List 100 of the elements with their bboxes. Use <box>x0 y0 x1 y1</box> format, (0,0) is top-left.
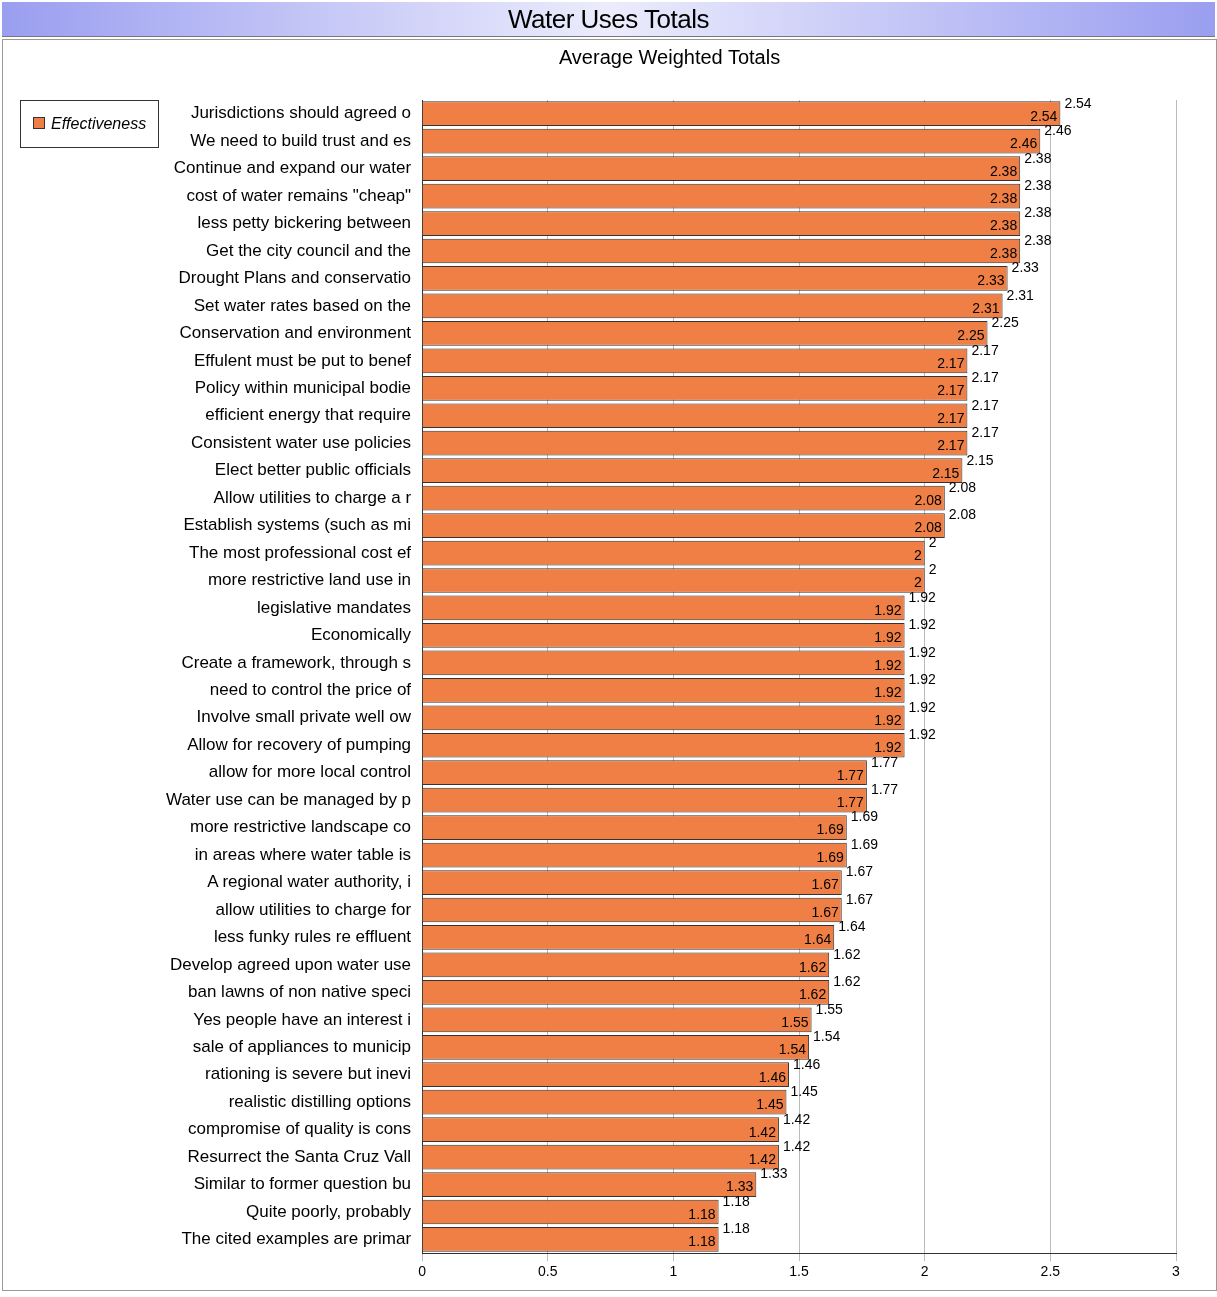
data-label: 1.92 <box>874 739 902 756</box>
y-tick-label: Get the city council and the <box>206 240 412 260</box>
y-tick-label: legislative mandates <box>257 597 412 617</box>
annotation: 1.62 <box>833 945 861 962</box>
annotation: 1.92 <box>908 698 937 715</box>
data-label: 2.08 <box>914 491 943 508</box>
data-label: 1.18 <box>688 1233 716 1250</box>
x-tick-label: 1.5 <box>789 1263 809 1280</box>
data-label: 1.42 <box>748 1150 777 1167</box>
y-tick-label: compromise of quality is cons <box>188 1119 412 1139</box>
y-tick-label: Elect better public officials <box>214 460 412 480</box>
data-label: 1.54 <box>778 1041 807 1058</box>
annotation: 1.33 <box>760 1165 788 1182</box>
annotation: 1.77 <box>870 753 899 770</box>
annotation: 1.55 <box>815 1000 844 1017</box>
y-tick-label: The cited examples are primar <box>181 1229 412 1249</box>
data-label: 1.77 <box>836 766 865 783</box>
annotation: 1.54 <box>813 1028 841 1045</box>
data-label: 2.15 <box>932 464 960 481</box>
y-tick-label: realistic distilling options <box>228 1091 412 1111</box>
annotation: 2.54 <box>1064 94 1092 111</box>
data-label: 2.54 <box>1030 107 1058 124</box>
annotation: 2.15 <box>966 451 994 468</box>
data-label: 1.55 <box>781 1013 809 1030</box>
y-tick-label: Yes people have an interest i <box>193 1009 412 1029</box>
y-tick-label: ban lawns of non native speci <box>188 982 412 1002</box>
annotation: 1.92 <box>908 671 937 688</box>
y-tick-label: Allow utilities to charge a r <box>213 487 412 507</box>
data-label: 1.92 <box>874 656 902 673</box>
data-label: 1.69 <box>816 848 844 865</box>
data-label: 2.17 <box>937 409 965 426</box>
y-tick-label: Economically <box>310 625 412 645</box>
y-tick-label: Water use can be managed by p <box>165 789 412 809</box>
data-label: 1.92 <box>874 601 902 618</box>
annotation: 1.45 <box>790 1083 818 1100</box>
y-tick-label: efficient energy that require <box>205 405 412 425</box>
y-tick-label: need to control the price of <box>209 680 412 700</box>
data-label: 1.67 <box>811 876 839 893</box>
annotation: 1.69 <box>850 835 879 852</box>
y-tick-label: Quite poorly, probably <box>246 1201 412 1221</box>
data-label: 1.77 <box>836 794 865 811</box>
annotation: 2.17 <box>971 369 999 386</box>
y-tick-label: Create a framework, through s <box>181 652 412 672</box>
x-tick-label: 2 <box>920 1263 929 1280</box>
data-label: 1.62 <box>798 958 827 975</box>
y-tick-label: Conservation and environment <box>179 323 412 343</box>
annotation: 2.08 <box>948 506 977 523</box>
annotation: 2.17 <box>971 341 999 358</box>
annotation: 2.08 <box>948 478 977 495</box>
annotation: 1.92 <box>908 616 937 633</box>
y-tick-label: Establish systems (such as mi <box>183 515 412 535</box>
y-tick-label: Involve small private well ow <box>196 707 412 727</box>
y-tick-label: allow utilities to charge for <box>215 899 412 919</box>
y-tick-label: more restrictive landscape co <box>189 817 412 837</box>
y-tick-label: Effulent must be put to benef <box>194 350 412 370</box>
y-tick-label: Continue and expand our water <box>173 158 412 178</box>
data-label: 1.69 <box>816 821 844 838</box>
data-label: 2.25 <box>957 327 985 344</box>
data-label: 1.45 <box>756 1096 784 1113</box>
x-tick-label: 3 <box>1172 1263 1181 1280</box>
annotation: 2.31 <box>1006 286 1035 303</box>
text: Effectiveness <box>51 115 147 132</box>
annotation: 1.18 <box>722 1192 751 1209</box>
y-tick-label: Similar to former question bu <box>193 1174 412 1194</box>
data-label: 2.17 <box>937 437 965 454</box>
y-tick-label: The most professional cost ef <box>189 542 412 562</box>
data-label: 2.38 <box>989 189 1018 206</box>
data-label: 2.38 <box>989 162 1018 179</box>
data-label: 1.33 <box>726 1178 754 1195</box>
annotation: 2.38 <box>1024 149 1052 166</box>
annotation: 2.38 <box>1024 231 1052 248</box>
y-tick-label: Resurrect the Santa Cruz Vall <box>187 1146 412 1166</box>
data-label: 1.64 <box>803 931 832 948</box>
y-tick-label: cost of water remains "cheap" <box>186 185 412 205</box>
x-tick-label: 0 <box>418 1263 427 1280</box>
annotation: 1.46 <box>792 1055 821 1072</box>
annotation: 1.64 <box>838 918 866 935</box>
annotation: 1.42 <box>782 1110 811 1127</box>
y-tick-label: Develop agreed upon water use <box>170 954 412 974</box>
y-tick-label: We need to build trust and es <box>190 130 412 150</box>
y-tick-label: Set water rates based on the <box>193 295 412 315</box>
y-tick-label: Allow for recovery of pumping <box>187 734 412 754</box>
annotation: 2.17 <box>971 424 999 441</box>
y-tick-label: Drought Plans and conservatio <box>178 268 412 288</box>
annotation: 1.62 <box>833 973 861 990</box>
annotation: 1.92 <box>908 643 937 660</box>
annotation: 1.92 <box>908 726 937 743</box>
data-label: 1.46 <box>758 1068 787 1085</box>
data-label: 2 <box>913 546 922 563</box>
data-label: 1.42 <box>748 1123 777 1140</box>
data-label: 1.62 <box>798 986 827 1003</box>
data-label: 1.92 <box>874 684 902 701</box>
data-label: 2.33 <box>977 272 1005 289</box>
annotation: 1.77 <box>870 781 899 798</box>
data-label: 1.18 <box>688 1205 716 1222</box>
y-tick-label: more restrictive land use in <box>207 570 412 590</box>
y-tick-label: allow for more local control <box>208 762 412 782</box>
y-tick-label: rationing is severe but inevi <box>205 1064 412 1084</box>
x-tick-label: 0.5 <box>537 1263 558 1280</box>
annotation: 2.25 <box>991 314 1019 331</box>
